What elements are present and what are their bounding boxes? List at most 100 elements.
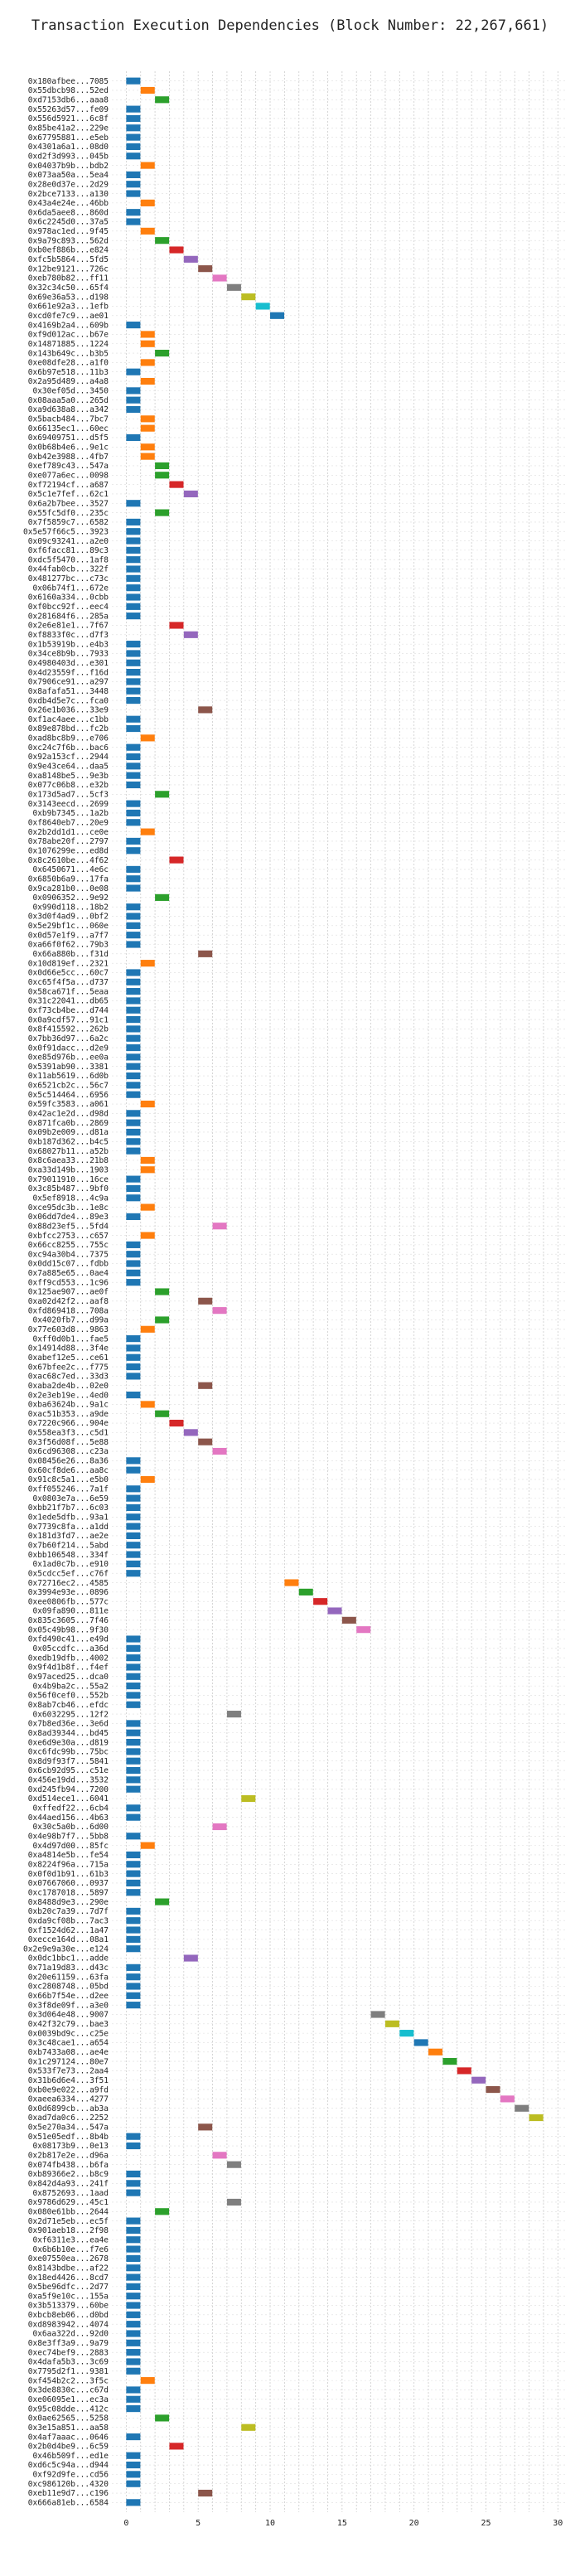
bar-tx-73 xyxy=(126,763,141,770)
bar-tx-154 xyxy=(126,1523,141,1530)
y-tick-label: 0x8d9f93f7...5841 xyxy=(28,1757,109,1766)
bar-tx-175 xyxy=(126,1720,141,1727)
y-tick-label: 0x58ca671f...5eaa xyxy=(28,987,109,996)
bar-tx-130 xyxy=(198,1297,213,1305)
y-tick-label: 0xf9d012ac...b67e xyxy=(28,331,109,340)
y-tick-label: 0x3e15a851...aa58 xyxy=(28,2423,109,2433)
y-tick-label: 0x6850b6a9...17fa xyxy=(28,874,109,884)
y-tick-label: 0x3143eecd...2699 xyxy=(28,800,109,809)
y-tick-label: 0xe06095e1...ec3a xyxy=(28,2395,109,2404)
y-tick-label: 0x6521cb2c...56c7 xyxy=(28,1082,109,1091)
bar-tx-86 xyxy=(126,884,141,892)
y-tick-label: 0xc6fdc99b...75bc xyxy=(28,1748,109,1757)
y-tick-label: 0x31b6d6e4...3f51 xyxy=(28,2076,109,2085)
bar-tx-137 xyxy=(126,1363,141,1371)
y-tick-label: 0xa33d149b...1903 xyxy=(28,1165,109,1174)
y-tick-label: 0xf454b2c2...3f5c xyxy=(28,2376,109,2385)
bar-tx-254 xyxy=(126,2461,141,2469)
bar-tx-181 xyxy=(126,1776,141,1784)
bar-tx-33 xyxy=(126,387,141,395)
y-tick-label: 0x4e98b7f7...5bb8 xyxy=(28,1833,109,1842)
y-tick-label: 0x533f7e73...2aa4 xyxy=(28,2067,109,2076)
y-tick-label: 0x2e9e9a30e...e124 xyxy=(23,1944,109,1954)
bar-tx-133 xyxy=(140,1325,155,1333)
y-tick-label: 0xf1ac4aee...c1bb xyxy=(28,715,109,724)
bar-tx-177 xyxy=(126,1738,141,1746)
y-tick-label: 0x66135ec1...60ec xyxy=(28,424,109,433)
y-tick-label: 0xb42e3988...4fb7 xyxy=(28,453,109,462)
bar-tx-245 xyxy=(140,2377,155,2385)
y-tick-label: 0x125ae907...ae0f xyxy=(28,1288,109,1297)
bar-tx-229 xyxy=(126,2226,141,2235)
y-tick-label: 0x481277bc...c73c xyxy=(28,574,109,583)
bar-tx-247 xyxy=(126,2395,141,2403)
y-tick-label: 0x2b817e2e...d96a xyxy=(28,2152,109,2161)
bar-tx-25 xyxy=(270,312,285,319)
bar-tx-251 xyxy=(126,2433,141,2441)
y-tick-label: 0x3b513379...60be xyxy=(28,2302,109,2311)
bar-tx-47 xyxy=(126,518,141,525)
bar-tx-165 xyxy=(356,1626,371,1634)
y-tick-label: 0xfd869418...708a xyxy=(28,1306,109,1315)
y-tick-label: 0xa66f0f62...79b3 xyxy=(28,941,109,950)
y-tick-label: 0xfc5b5864...5fd5 xyxy=(28,255,109,264)
y-tick-label: 0xc94a30b4...7375 xyxy=(28,1250,109,1259)
bar-tx-103 xyxy=(126,1043,141,1052)
bar-tx-70 xyxy=(140,734,155,742)
bar-tx-42 xyxy=(155,472,170,479)
bar-tx-241 xyxy=(126,2339,141,2346)
y-tick-label: 0x04037b9b...bdb2 xyxy=(28,162,109,171)
y-tick-label: 0x073aa50a...5ea4 xyxy=(28,171,109,180)
bar-tx-93 xyxy=(198,950,213,957)
y-tick-label: 0x3c48cae1...a654 xyxy=(28,2039,109,2048)
y-tick-label: 0x901aeb18...2f98 xyxy=(28,2226,109,2235)
bar-tx-217 xyxy=(529,2114,544,2122)
bar-tx-122 xyxy=(212,1223,227,1230)
y-tick-label: 0x6b97e518...11b3 xyxy=(28,368,109,377)
y-tick-label: 0x281684f6...285a xyxy=(28,612,109,621)
y-tick-label: 0x9a79c893...562d xyxy=(28,236,109,245)
bar-tx-56 xyxy=(126,603,141,610)
y-tick-label: 0x44aed156...4b63 xyxy=(28,1813,109,1823)
x-tick-label-20: 20 xyxy=(409,2519,419,2528)
bar-tx-166 xyxy=(126,1635,141,1643)
bar-tx-127 xyxy=(126,1269,141,1276)
bar-tx-193 xyxy=(126,1889,141,1896)
y-tick-label: 0x456e19dd...3532 xyxy=(28,1776,109,1785)
bar-tx-36 xyxy=(140,415,155,423)
bar-tx-32 xyxy=(140,377,155,385)
bar-tx-180 xyxy=(126,1766,141,1775)
y-tick-label: 0x44fab0cb...322f xyxy=(28,565,109,574)
y-tick-label: 0xd514ece1...6041 xyxy=(28,1794,109,1804)
y-tick-label: 0x978ac1ed...9f45 xyxy=(28,227,109,236)
bar-tx-51 xyxy=(126,556,141,564)
x-tick-label-10: 10 xyxy=(265,2519,275,2528)
y-tick-label: 0x2e3eb19e...4ed0 xyxy=(28,1391,109,1400)
bar-tx-41 xyxy=(155,462,170,470)
bar-tx-238 xyxy=(126,2311,141,2318)
y-tick-label: 0x666a81eb...6584 xyxy=(28,2499,109,2508)
y-tick-label: 0x0dc1bbc1...adde xyxy=(28,1954,109,1963)
y-tick-label: 0x4980403d...e301 xyxy=(28,659,109,668)
y-tick-label: 0xad7da0c6...2252 xyxy=(28,2114,109,2123)
bar-tx-124 xyxy=(126,1241,141,1248)
y-tick-label: 0x20e61159...63fa xyxy=(28,1973,109,1982)
y-tick-label: 0xda9cf08b...7ac3 xyxy=(28,1916,109,1925)
y-tick-label: 0x09c93241...a2e0 xyxy=(28,537,109,546)
y-tick-label: 0x7b60f214...5abd xyxy=(28,1541,109,1550)
y-tick-label: 0xdc5f5470...1af8 xyxy=(28,555,109,564)
y-tick-label: 0x7739c8fa...a1dd xyxy=(28,1523,109,1532)
y-tick-label: 0x88d23ef5...5fd4 xyxy=(28,1222,109,1231)
y-tick-label: 0xc2808748...05bd xyxy=(28,1983,109,1992)
bar-tx-135 xyxy=(126,1344,141,1352)
y-tick-label: 0xa8148be5...9e3b xyxy=(28,772,109,781)
bar-tx-69 xyxy=(126,724,141,733)
y-tick-label: 0x6032295...12f2 xyxy=(32,1710,109,1719)
bar-tx-153 xyxy=(126,1513,141,1521)
y-tick-label: 0x4d23559f...f16d xyxy=(28,668,109,677)
y-tick-label: 0x5ef8918...4c9a xyxy=(32,1194,109,1203)
y-tick-label: 0xb89366e2...b8c9 xyxy=(28,2170,109,2179)
bar-tx-239 xyxy=(126,2321,141,2328)
y-tick-label: 0x7b8ed36e...3e6d xyxy=(28,1720,109,1729)
